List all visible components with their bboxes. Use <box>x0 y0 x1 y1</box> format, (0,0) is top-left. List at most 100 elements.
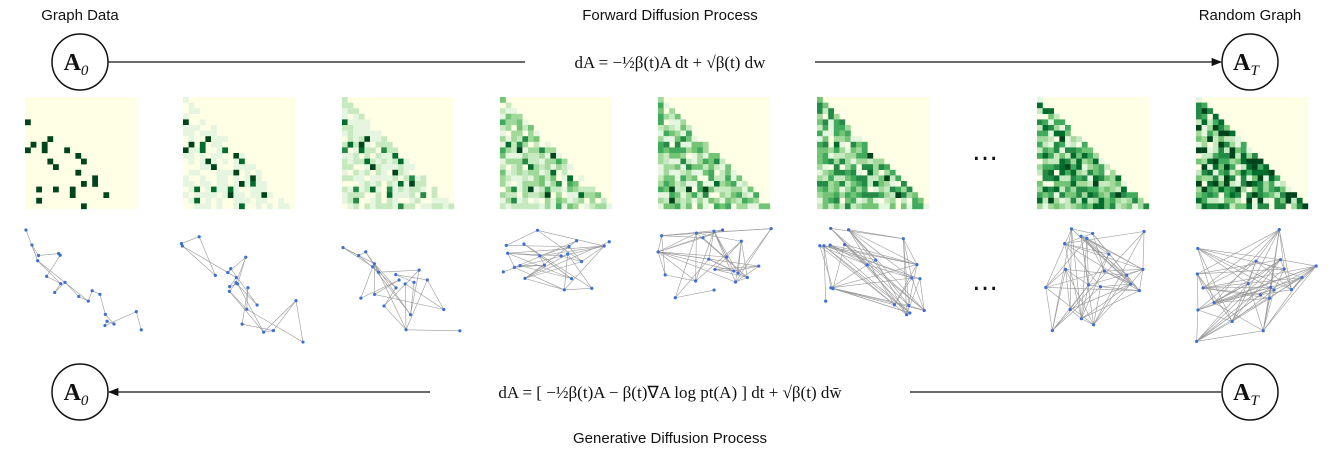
heatmap-cell <box>747 192 754 198</box>
heatmap-cell <box>822 169 829 176</box>
heatmap-cell <box>516 169 523 176</box>
heatmap-cell <box>364 130 371 137</box>
graph-node <box>86 299 90 303</box>
heatmap-cell <box>561 164 568 170</box>
heatmap-cell <box>606 203 613 210</box>
heatmap-cell <box>342 186 348 193</box>
heatmap-cell <box>1109 197 1116 204</box>
heatmap-cell <box>1037 130 1043 137</box>
heatmap-cell <box>1252 192 1258 198</box>
heatmap-cell <box>347 130 354 137</box>
graph-edge <box>1081 238 1088 319</box>
heatmap-cell <box>1037 164 1043 170</box>
heatmap-cell <box>1240 164 1247 170</box>
graph-node <box>1044 285 1048 290</box>
heatmap-cell <box>567 175 573 182</box>
heatmap-cell <box>1257 186 1264 193</box>
graph-edge <box>246 287 249 310</box>
heatmap-cell <box>1037 169 1043 176</box>
graph-node <box>1282 267 1286 271</box>
graph-edge <box>46 276 61 284</box>
heatmap-cell <box>1087 192 1094 198</box>
graph-node <box>228 285 232 289</box>
heatmap-cell <box>414 175 421 182</box>
heatmap-cell <box>1246 192 1253 198</box>
heatmap-cell <box>1212 141 1219 148</box>
heatmap-cell <box>817 169 823 176</box>
heatmap-cell <box>25 147 31 154</box>
heatmap-cell <box>183 192 189 198</box>
graph-edge <box>524 278 565 291</box>
heatmap-cell <box>1280 192 1286 198</box>
graph-node <box>1086 283 1091 287</box>
heatmap-cell <box>364 153 371 159</box>
heatmap-cell <box>1053 158 1060 165</box>
heatmap-cell <box>742 181 748 187</box>
heatmap-cell <box>199 141 206 148</box>
heatmap-cell <box>1065 136 1071 142</box>
graph-edge <box>1197 248 1233 322</box>
heatmap-cell <box>544 192 551 198</box>
heatmap-cell <box>1229 175 1236 182</box>
heatmap-cell <box>342 130 348 137</box>
heatmap-cell <box>358 113 365 120</box>
heatmap-cell <box>1229 158 1236 165</box>
node-base: A <box>64 50 82 76</box>
heatmap-cell <box>386 153 393 159</box>
graph-edge <box>1197 273 1215 303</box>
heatmap-cell <box>347 192 354 198</box>
heatmap-cell <box>1081 158 1088 165</box>
heatmap-cell <box>353 192 359 198</box>
heatmap-cell <box>839 158 846 165</box>
heatmap-cell <box>669 181 675 187</box>
graph-node <box>828 243 832 247</box>
graph-edge <box>714 269 734 272</box>
heatmap-cell <box>250 175 256 182</box>
heatmap-cell <box>686 164 692 170</box>
heatmap-cell <box>845 197 851 204</box>
heatmap-cell <box>669 125 675 131</box>
heatmap-cell <box>822 192 829 198</box>
heatmap-cell <box>216 141 223 148</box>
graph-edge <box>1231 260 1257 322</box>
graph-edge <box>64 282 79 297</box>
heatmap-cell <box>1048 147 1054 154</box>
heatmap-cell <box>1224 153 1230 159</box>
heatmap-cell <box>1081 169 1088 176</box>
heatmap-cell <box>250 164 256 170</box>
heatmap-cell <box>730 186 737 193</box>
heatmap-cell <box>437 203 443 210</box>
heatmap-cell <box>522 175 529 182</box>
node: AT <box>1221 363 1279 421</box>
heatmap-cell <box>1098 164 1105 170</box>
heatmap-cell <box>906 203 913 210</box>
heatmap-cell <box>1207 175 1213 182</box>
graph-edge <box>1088 284 1101 287</box>
heatmap-cell <box>833 175 840 182</box>
graph-edge <box>374 279 400 295</box>
heatmap-cell <box>398 192 404 198</box>
heatmap-cell <box>1115 192 1122 198</box>
graph-node <box>98 292 102 296</box>
heatmap-cell <box>381 164 387 170</box>
heatmap-cell <box>1087 147 1094 154</box>
heatmap-cell <box>1218 119 1225 126</box>
heatmap-cell <box>41 141 48 148</box>
graph-node <box>660 234 664 238</box>
graph-edge <box>911 277 925 311</box>
node-base: A <box>1233 380 1251 406</box>
graph-edge <box>1231 289 1275 322</box>
heatmap-cell <box>669 108 675 114</box>
graph-node <box>1091 231 1095 236</box>
graph-edge <box>263 330 274 333</box>
heatmap-cell <box>873 169 879 176</box>
heatmap-cell <box>1042 147 1049 154</box>
heatmap-cell <box>817 136 823 142</box>
graph-node <box>542 263 546 267</box>
heatmap-cell <box>347 125 354 131</box>
heatmap-cell <box>500 97 506 103</box>
heatmap-cell <box>1081 203 1088 210</box>
heatmap-cell <box>205 136 212 142</box>
heatmap-cell <box>1042 192 1049 198</box>
heatmap-cell <box>595 192 601 198</box>
